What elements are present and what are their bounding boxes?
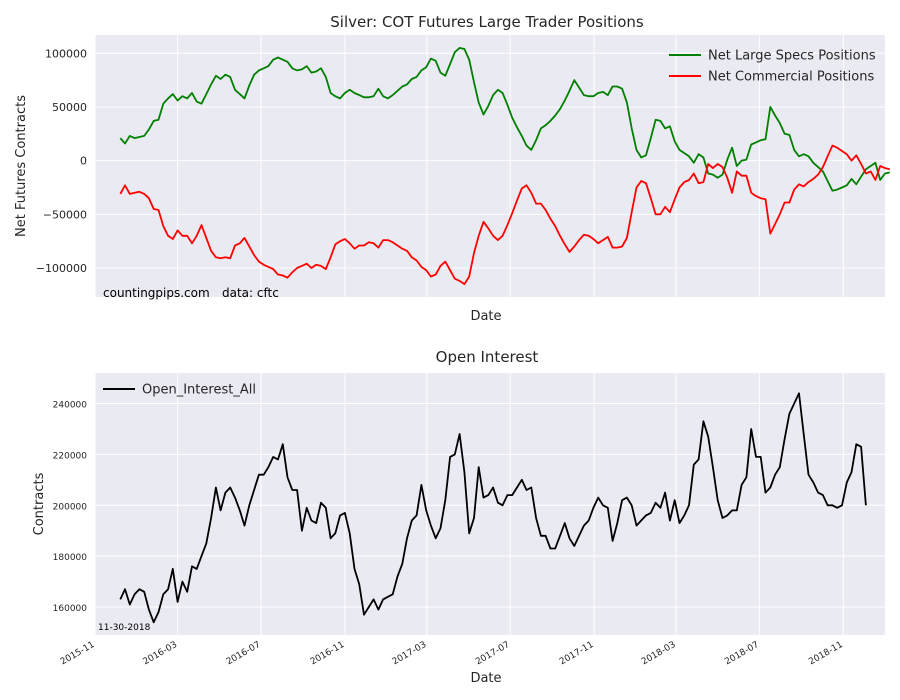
series-line-1 [119,144,891,286]
y-tick-label: −100000 [36,262,87,275]
series-line-0 [119,47,891,192]
y-tick-label: 240000 [53,401,88,411]
cot-positions-chart: 100000 50000 0 −50000 −100000 Silver: COT Fu… [14,13,891,324]
y-axis-label-bottom: Contracts [32,472,47,535]
plot-area-top [95,35,885,297]
y-tick-label: 200000 [53,502,88,512]
y-tick-label: 160000 [53,604,88,614]
series-line-0 [119,392,867,624]
y-tick-label: −50000 [43,208,87,221]
chart-title-bottom: Open Interest [436,348,539,366]
annotation-date: 11-30-2018 [98,623,151,633]
legend-top: Net Large Specs Positions Net Commercial… [669,49,876,85]
grid-top [94,35,885,297]
legend-label-commercial: Net Commercial Positions [708,70,874,85]
chart-title-top: Silver: COT Futures Large Trader Positio… [330,13,644,31]
y-tick-label: 220000 [53,451,88,461]
legend-bottom: Open_Interest_All [103,383,256,398]
x-axis-label-top: Date [470,309,501,324]
y-tick-label: 50000 [52,101,87,114]
y-ticks-top: 100000 50000 0 −50000 −100000 [36,47,87,275]
grid-bottom [94,373,885,635]
y-axis-label-top: Net Futures Contracts [14,95,29,237]
plot-area-bottom [95,373,885,635]
y-tick-label: 0 [80,155,87,168]
series-bottom [119,392,867,624]
legend-label-open-interest: Open_Interest_All [142,383,256,398]
x-axis-label-bottom: Date [470,671,501,686]
y-tick-label: 100000 [45,47,87,60]
series-top [119,47,891,286]
y-ticks-bottom: 160000 180000 200000 220000 240000 [53,401,88,614]
y-tick-label: 180000 [53,553,88,563]
annotation-source: countingpips.com [103,286,210,300]
legend-label-specs: Net Large Specs Positions [708,49,876,64]
annotation-data: data: cftc [222,286,279,300]
